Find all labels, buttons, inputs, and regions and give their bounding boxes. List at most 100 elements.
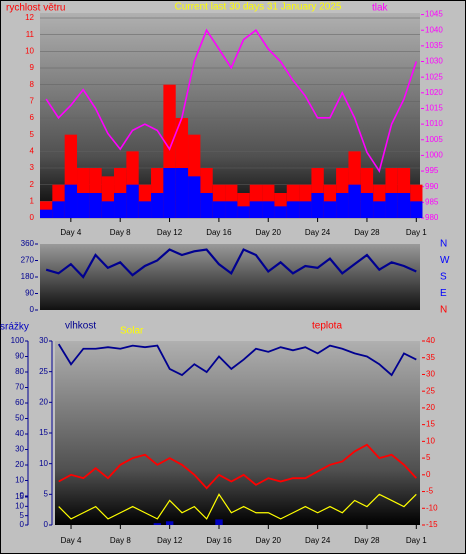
bar xyxy=(114,193,127,218)
y-tick-label: 20 xyxy=(15,460,24,469)
bar xyxy=(153,523,162,525)
y-tick-label: 0 xyxy=(20,491,25,500)
bar xyxy=(64,184,78,218)
y-tick-label: 1025 xyxy=(425,72,443,81)
series-line xyxy=(58,443,417,490)
y-tick-label: 995 xyxy=(425,166,439,175)
x-tick-label: Day 8 xyxy=(110,536,131,545)
bar xyxy=(225,201,238,218)
bar xyxy=(286,201,300,218)
y-tick-label: -15 xyxy=(426,520,438,529)
bar xyxy=(101,201,115,218)
chart-title: Current last 30 days 31 January 2025 xyxy=(175,2,342,13)
series-line xyxy=(58,493,417,520)
bar xyxy=(249,201,263,218)
bar xyxy=(348,184,361,218)
bar xyxy=(163,168,176,218)
x-tick-label: Day 16 xyxy=(206,228,232,237)
axis-label: Solar xyxy=(120,326,144,337)
x-tick-label: Day 24 xyxy=(305,228,331,237)
bar xyxy=(138,201,152,218)
y-tick-label: 1030 xyxy=(425,57,443,66)
y-tick-label: 7 xyxy=(30,96,35,105)
y-tick-label: 990 xyxy=(425,182,439,191)
bar xyxy=(360,193,374,218)
y2-axis-label: tlak xyxy=(372,3,389,14)
y-axis-label: rychlost větru xyxy=(6,3,65,14)
y-tick-label: 1000 xyxy=(425,151,443,160)
x-tick-label: Day 1 xyxy=(406,228,427,237)
y-tick-label: 60 xyxy=(15,398,24,407)
y-tick-label: 30 xyxy=(426,370,435,379)
bar xyxy=(262,201,275,218)
bar xyxy=(323,201,337,218)
x-tick-label: Day 28 xyxy=(354,536,380,545)
y2-tick-label: N xyxy=(440,239,447,250)
series-line xyxy=(57,343,417,377)
y-tick-label: 180 xyxy=(21,272,35,281)
y-tick-label: 12 xyxy=(25,13,34,22)
y2-tick-label: N xyxy=(440,305,447,316)
y-tick-label: 4 xyxy=(30,146,35,155)
y-tick-label: 0 xyxy=(30,305,35,314)
y-tick-label: 5 xyxy=(20,511,25,520)
y2-tick-label: E xyxy=(440,288,447,299)
x-tick-label: Day 20 xyxy=(256,536,282,545)
bar xyxy=(385,193,398,218)
y-tick-label: 30 xyxy=(39,336,48,345)
x-tick-label: Day 20 xyxy=(256,228,282,237)
y-tick-label: 1010 xyxy=(425,119,443,128)
bar xyxy=(299,201,312,218)
axis-label: teplota xyxy=(312,321,342,332)
bar xyxy=(52,201,65,218)
y-tick-label: 270 xyxy=(21,256,35,265)
axis-label: vlhkost xyxy=(65,321,96,332)
y-tick-label: 360 xyxy=(21,239,35,248)
y-tick-label: 35 xyxy=(426,353,435,362)
y-tick-label: 80 xyxy=(15,367,24,376)
bar xyxy=(200,193,213,218)
x-tick-label: Day 1 xyxy=(406,536,427,545)
y-tick-label: 70 xyxy=(15,383,24,392)
y-tick-label: 5 xyxy=(426,453,431,462)
y-tick-label: 0 xyxy=(20,520,25,529)
y-tick-label: 1 xyxy=(30,196,35,205)
y-tick-label: 5 xyxy=(44,489,49,498)
y-tick-label: 3 xyxy=(30,163,35,172)
y-tick-label: 0 xyxy=(426,470,431,479)
x-tick-label: Day 8 xyxy=(110,228,131,237)
bar xyxy=(212,201,226,218)
y-tick-label: 10 xyxy=(39,459,48,468)
x-tick-label: Day 16 xyxy=(206,536,232,545)
bar xyxy=(215,519,223,525)
y2-tick-label: S xyxy=(440,272,447,283)
y-tick-label: -10 xyxy=(426,503,438,512)
y-tick-label: 1020 xyxy=(425,88,443,97)
bar xyxy=(126,184,139,218)
bar xyxy=(237,206,250,218)
bar xyxy=(77,193,90,218)
y-tick-label: 50 xyxy=(15,414,24,423)
y-tick-label: 1005 xyxy=(425,135,443,144)
y-tick-label: 30 xyxy=(15,445,24,454)
y-tick-label: 5 xyxy=(30,130,35,139)
x-tick-label: Day 12 xyxy=(157,536,183,545)
bar xyxy=(165,521,174,525)
y-tick-label: 25 xyxy=(426,386,435,395)
y-tick-label: 100 xyxy=(11,336,25,345)
series-line xyxy=(45,28,418,173)
y-tick-label: 11 xyxy=(26,30,35,39)
bar xyxy=(175,168,189,218)
plot-area xyxy=(40,244,420,310)
y-tick-label: 1045 xyxy=(425,10,443,19)
y-tick-label: 0 xyxy=(30,213,35,222)
bar xyxy=(40,209,53,218)
y-tick-label: 6 xyxy=(30,113,35,122)
y-tick-label: 10 xyxy=(15,476,24,485)
x-tick-label: Day 24 xyxy=(305,536,331,545)
y-tick-label: 8 xyxy=(30,80,35,89)
x-tick-label: Day 4 xyxy=(60,228,81,237)
x-tick-label: Day 28 xyxy=(354,228,380,237)
y-tick-label: 980 xyxy=(425,213,439,222)
